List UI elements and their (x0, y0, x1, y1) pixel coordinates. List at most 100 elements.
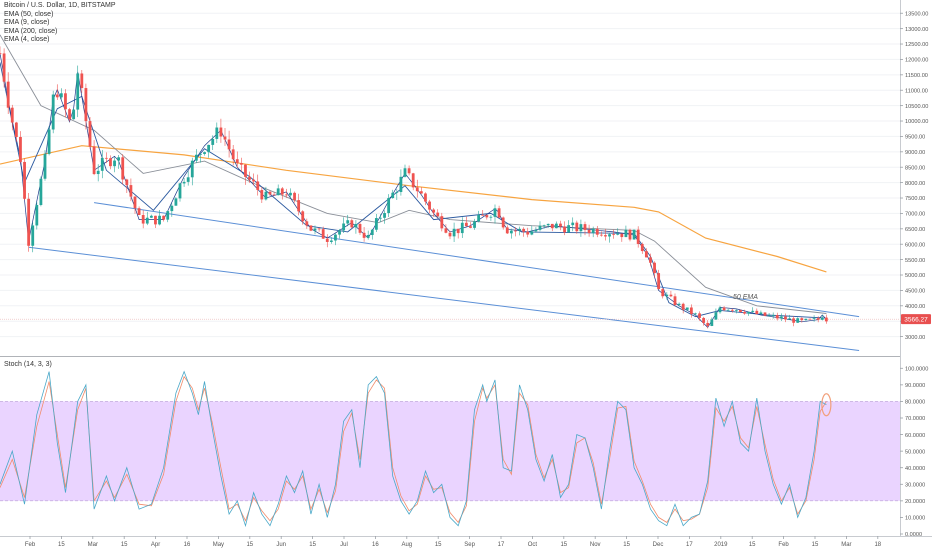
stoch-tick-label: 30.0000 (905, 482, 925, 488)
stoch-tick-label: 70.0000 (905, 416, 925, 422)
candle-up (677, 303, 681, 305)
candle-up (194, 154, 198, 161)
candle-down (252, 179, 256, 182)
candle-up (178, 183, 182, 199)
candle-up (203, 152, 206, 154)
candle-down (2, 53, 6, 82)
candle-down (730, 309, 734, 311)
candle-down (636, 229, 640, 244)
candle-down (775, 315, 779, 319)
candle-up (759, 312, 763, 315)
candle-down (362, 232, 366, 238)
candle-up (710, 319, 714, 326)
candle-down (137, 208, 141, 216)
candle-up (788, 318, 791, 320)
candle-up (571, 222, 575, 226)
candle-down (317, 228, 321, 230)
candle-down (350, 220, 354, 228)
indicator-ema200[interactable]: EMA (200, close) (4, 27, 58, 35)
time-tick-label: 17 (498, 542, 505, 548)
time-axis[interactable]: Feb 15 Mar 15 Apr 16 May 15 Jun 15 Jul 16 Aug 15 Sep 17… (25, 536, 882, 548)
candle-down (10, 107, 14, 123)
candle-up (370, 229, 374, 236)
candle-down (14, 122, 18, 137)
candle-down (644, 251, 648, 258)
chart-legend: Bitcoin / U.S. Dollar, 1D, BITSTAMP EMA … (4, 2, 116, 45)
stoch-panel[interactable] (0, 370, 900, 528)
candle-down (559, 223, 562, 227)
candle-up (338, 230, 341, 235)
candle-down (415, 187, 419, 192)
stoch-tick-label: 0.0000 (905, 532, 922, 538)
candle-down (227, 139, 231, 150)
candle-up (31, 225, 35, 246)
candle-up (714, 312, 718, 320)
candle-down (244, 164, 247, 177)
time-tick-label: 17 (686, 542, 693, 548)
price-tick-label: 7000.00 (905, 212, 925, 218)
price-panel[interactable]: 50 EMA (0, 12, 900, 351)
time-tick-label: Feb (25, 542, 36, 548)
candle-down (23, 161, 26, 199)
candle-down (6, 81, 10, 108)
candle-down (436, 212, 440, 217)
candle-up (51, 94, 55, 130)
candle-up (313, 228, 317, 231)
candle-down (612, 234, 616, 236)
candle-down (293, 192, 296, 201)
candle-up (383, 213, 386, 218)
candle-up (39, 178, 43, 205)
stoch-title[interactable]: Stoch (14, 3, 3) (4, 361, 52, 368)
candle-down (448, 232, 452, 237)
price-tick-label: 5000.00 (905, 273, 925, 279)
time-tick-label: Oct (528, 542, 538, 548)
candle-down (587, 229, 591, 234)
candle-down (464, 222, 468, 227)
price-tick-label: 13000.00 (905, 27, 928, 33)
time-tick-label: 15 (749, 542, 756, 548)
time-tick-label: Jun (276, 542, 286, 548)
candle-up (276, 188, 280, 196)
candle-up (608, 234, 611, 237)
candle-down (583, 224, 587, 230)
candle-up (264, 191, 268, 200)
candle-down (64, 93, 67, 110)
time-tick-label: 2019 (714, 542, 728, 548)
price-tick-label: 9000.00 (905, 150, 925, 156)
candle-down (424, 193, 427, 202)
candle-down (501, 217, 505, 228)
price-tick-label: 6500.00 (905, 227, 925, 233)
candle-down (444, 228, 448, 233)
stoch-tick-label: 80.0000 (905, 400, 925, 406)
price-tick-label: 11500.00 (905, 73, 928, 79)
candle-down (661, 289, 665, 297)
candle-down (407, 168, 411, 174)
candle-down (297, 200, 301, 212)
stoch-axis[interactable]: 0.0000 10.0000 20.0000 30.0000 40.0000 50.000… (900, 366, 928, 538)
time-tick-label: 15 (58, 542, 65, 548)
candle-down (272, 194, 276, 196)
indicator-ema4[interactable]: EMA (4, close) (4, 36, 50, 43)
candle-up (534, 229, 538, 232)
candle-up (186, 177, 190, 182)
candle-down (162, 215, 166, 220)
candle-down (497, 208, 501, 218)
time-tick-label: 15 (121, 542, 128, 548)
candle-down (80, 73, 84, 89)
candle-up (538, 225, 542, 230)
indicator-ema9[interactable]: EMA (9, close) (4, 19, 50, 26)
symbol-title[interactable]: Bitcoin / U.S. Dollar, 1D, BITSTAMP (4, 2, 116, 9)
candle-up (779, 316, 783, 319)
time-tick-label: Aug (401, 542, 412, 548)
candle-down (104, 157, 108, 159)
candle-down (514, 230, 517, 232)
stoch-highlight-ellipse (821, 393, 832, 417)
candle-down (681, 303, 685, 310)
stoch-tick-label: 10.0000 (905, 516, 925, 522)
candle-down (358, 224, 362, 233)
candle-down (522, 228, 526, 232)
candle-up (215, 127, 219, 139)
indicator-ema50[interactable]: EMA (50, close) (4, 10, 54, 18)
